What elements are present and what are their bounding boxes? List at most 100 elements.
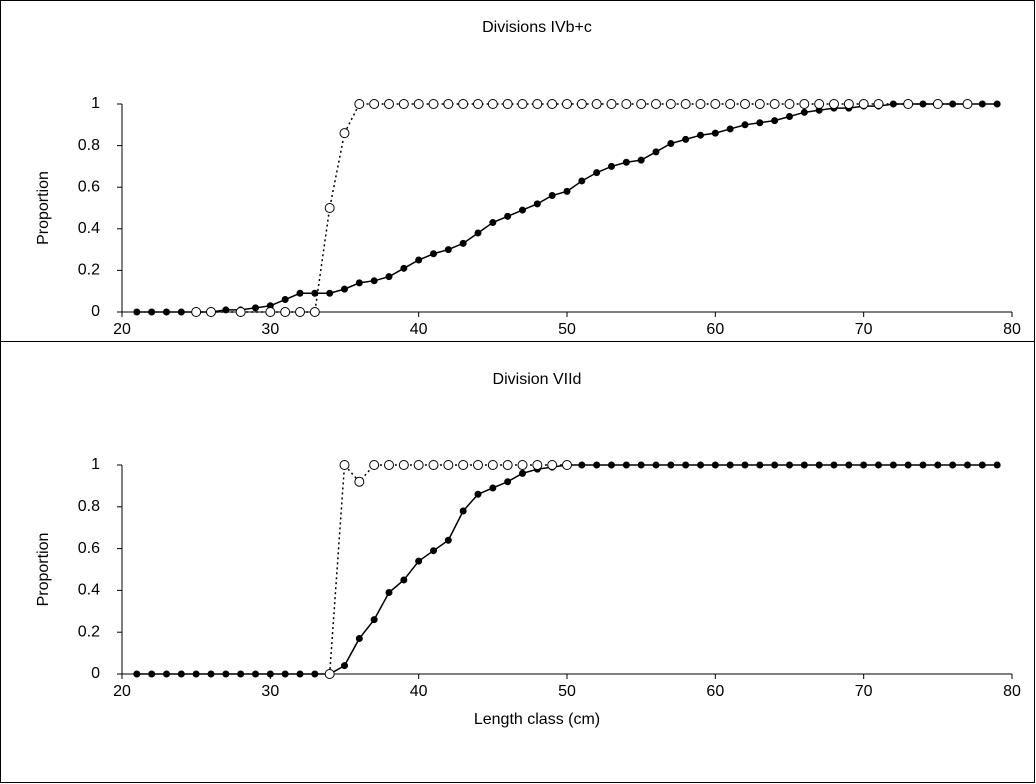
x-tick-label: 30 (261, 321, 279, 338)
x-tick-label: 70 (855, 683, 873, 700)
data-point (487, 460, 498, 470)
data-point (354, 476, 365, 487)
x-tick-label: 50 (558, 321, 576, 338)
data-point (695, 99, 706, 109)
data-point (370, 616, 378, 624)
data-point (252, 670, 259, 678)
y-tick-label: 0.2 (78, 262, 100, 279)
data-point (964, 461, 971, 469)
data-point (608, 461, 615, 469)
series-line (328, 463, 567, 675)
data-point (341, 662, 348, 670)
data-point (504, 478, 512, 486)
data-point (444, 246, 452, 254)
x-tick-label: 30 (261, 683, 279, 700)
data-point (682, 461, 690, 469)
data-point (355, 279, 363, 287)
data-point (547, 460, 558, 470)
data-point (384, 460, 394, 470)
data-point (771, 461, 779, 469)
data-point (786, 461, 793, 469)
x-tick-label: 80 (1003, 683, 1021, 700)
data-point (904, 461, 912, 469)
data-point (652, 461, 660, 469)
data-point (845, 461, 853, 469)
data-point (311, 289, 319, 297)
data-point (400, 576, 408, 584)
data-point (177, 670, 185, 678)
data-point (784, 99, 795, 109)
data-point (726, 461, 734, 469)
data-point (309, 307, 320, 317)
data-point (622, 461, 630, 469)
data-point (873, 99, 884, 109)
y-tick-label: 0.2 (78, 623, 100, 640)
y-tick-label: 0.8 (78, 137, 100, 154)
data-point (830, 461, 838, 469)
data-point (369, 460, 380, 470)
data-point (339, 460, 350, 470)
data-point (341, 285, 348, 293)
data-point (443, 460, 454, 470)
data-point (593, 169, 601, 177)
x-axis-label: Length class (cm) (474, 711, 600, 728)
data-point (562, 460, 572, 470)
data-point (578, 461, 586, 469)
data-point (133, 670, 141, 678)
data-point (621, 99, 632, 109)
y-tick-label: 0.4 (78, 582, 100, 599)
data-point (502, 99, 513, 109)
data-point (311, 670, 319, 678)
data-point (651, 99, 661, 109)
data-point (786, 112, 793, 120)
data-point (710, 99, 721, 109)
data-point (430, 250, 437, 258)
data-point (502, 460, 513, 470)
data-point (978, 461, 986, 469)
data-point (978, 100, 986, 108)
data-point (428, 460, 439, 470)
data-point (680, 99, 691, 109)
data-point (222, 670, 230, 678)
data-point (993, 461, 1001, 469)
data-point (473, 99, 483, 109)
data-point (326, 289, 334, 297)
data-point (771, 117, 779, 125)
data-point (207, 670, 215, 678)
y-tick-label: 0.6 (78, 540, 100, 557)
data-point (636, 99, 647, 109)
data-point (280, 307, 291, 317)
y-axis-label: Proportion (35, 533, 52, 607)
x-tick-label: 60 (706, 683, 724, 700)
data-point (682, 135, 690, 143)
data-point (740, 99, 750, 109)
data-point (637, 461, 645, 469)
data-point (458, 99, 469, 109)
data-point (133, 308, 141, 316)
data-point (474, 490, 482, 498)
y-tick-label: 1 (91, 456, 100, 473)
data-point (903, 99, 914, 109)
data-point (993, 100, 1001, 108)
data-point (296, 289, 304, 297)
data-point (562, 99, 572, 109)
data-point (533, 200, 541, 208)
data-point (428, 99, 439, 109)
data-point (265, 307, 276, 317)
series-line (136, 103, 998, 313)
series-line (136, 464, 998, 675)
data-point (769, 99, 780, 109)
data-point (370, 277, 378, 285)
data-point (934, 461, 942, 469)
data-point (741, 121, 749, 129)
data-point (324, 203, 335, 213)
data-point (281, 670, 289, 678)
data-point (667, 140, 675, 148)
data-point (843, 99, 854, 109)
data-point (459, 507, 467, 515)
data-point (398, 99, 409, 109)
data-point (473, 460, 483, 470)
data-point (192, 670, 200, 678)
data-point (148, 308, 156, 316)
